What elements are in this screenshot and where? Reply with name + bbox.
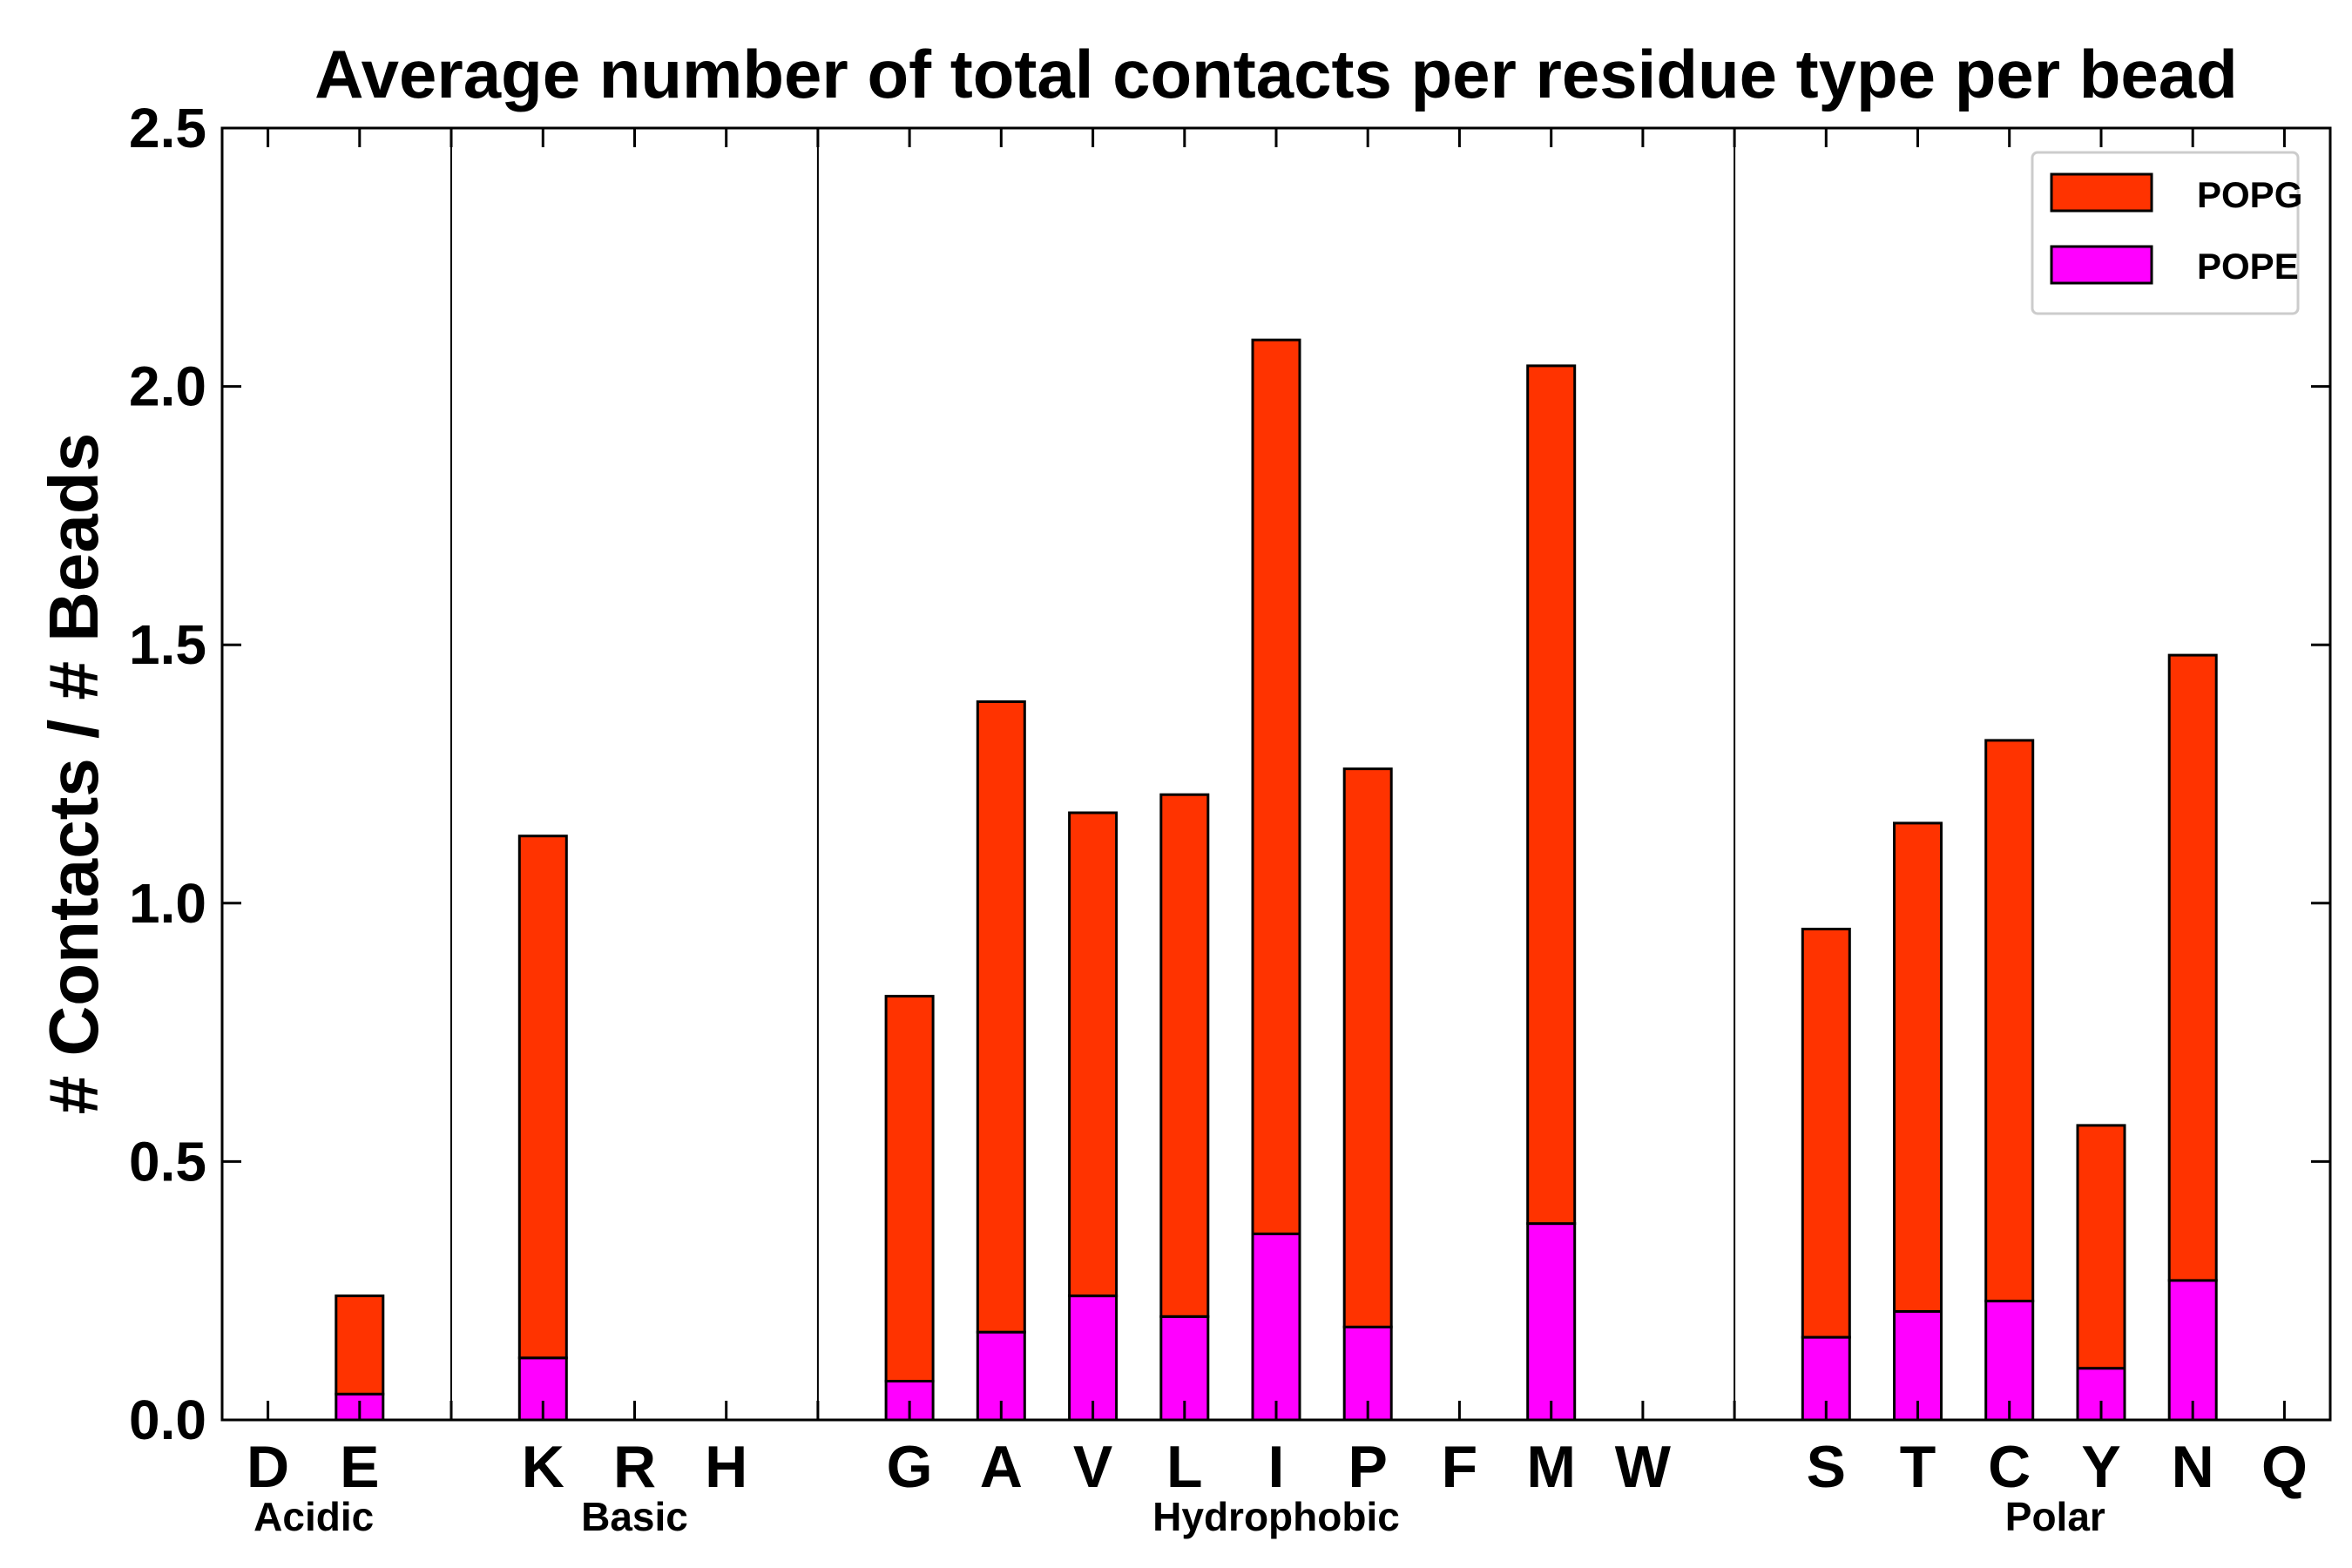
y-tick-label: 2.0 (129, 355, 206, 418)
y-tick-label: 1.5 (129, 613, 206, 676)
group-separators (450, 128, 1736, 1420)
x-tick-label-r: R (613, 1434, 656, 1500)
bar-popg-g (884, 995, 935, 1382)
legend-swatch-pope (2050, 245, 2153, 285)
x-tick-label-l: L (1166, 1434, 1203, 1500)
x-tick-label-k: K (522, 1434, 564, 1500)
x-tick-label-e: E (340, 1434, 379, 1500)
group-label-basic: Basic (581, 1494, 688, 1539)
y-tick-label: 1.0 (129, 872, 206, 935)
group-label-hydrophobic: Hydrophobic (1152, 1494, 1400, 1539)
bar-popg-c (1984, 739, 2035, 1302)
x-tick-label-h: H (705, 1434, 747, 1500)
x-tick-label-n: N (2172, 1434, 2214, 1500)
bar-popg-m (1526, 364, 1577, 1226)
x-tick-label-a: A (980, 1434, 1023, 1500)
x-tick-label-y: Y (2081, 1434, 2120, 1500)
y-tick-label: 0.5 (129, 1130, 206, 1193)
bar-pope-m (1526, 1222, 1577, 1422)
legend-swatch-popg (2050, 172, 2153, 213)
bar-popg-v (1068, 811, 1119, 1298)
legend: POPG POPE (2031, 151, 2302, 315)
y-tick-label: 2.5 (129, 97, 206, 159)
y-axis-label: # Contacts / # Beads (35, 433, 112, 1115)
x-tick-label-g: G (887, 1434, 933, 1500)
x-tick-label-w: W (1615, 1434, 1672, 1500)
bar-popg-a (976, 700, 1026, 1334)
plot-frame (220, 126, 2332, 1422)
x-tick-label-v: V (1073, 1434, 1112, 1500)
group-label-polar: Polar (2005, 1494, 2105, 1539)
bar-popg-l (1159, 793, 1210, 1318)
bar-pope-c (1984, 1300, 2035, 1422)
x-tick-label-s: S (1807, 1434, 1846, 1500)
x-tick-label-t: T (1900, 1434, 1936, 1500)
legend-label-pope: POPE (2197, 246, 2299, 287)
y-tick-labels: 0.0 0.5 1.0 1.5 2.0 2.5 (129, 97, 206, 1451)
bar-pope-i (1251, 1232, 1301, 1422)
x-tick-label-d: D (247, 1434, 289, 1500)
bars-layer (335, 338, 2218, 1422)
bar-popg-i (1251, 338, 1301, 1235)
bar-popg-t (1893, 821, 1943, 1313)
bar-popg-n (2167, 653, 2218, 1282)
bar-popg-e (335, 1294, 385, 1396)
axis-ticks (222, 126, 2330, 1422)
x-tick-label-p: P (1348, 1434, 1388, 1500)
bar-pope-n (2167, 1279, 2218, 1422)
x-tick-label-i: I (1268, 1434, 1285, 1500)
y-tick-label: 0.0 (129, 1389, 206, 1451)
x-tick-label-c: C (1988, 1434, 2031, 1500)
bar-popg-s (1801, 928, 1851, 1339)
bar-popg-y (2076, 1124, 2126, 1370)
x-tick-label-f: F (1442, 1434, 1478, 1500)
bar-popg-p (1342, 767, 1393, 1328)
x-tick-label-q: Q (2261, 1434, 2308, 1500)
group-label-acidic: Acidic (253, 1494, 374, 1539)
chart-title: Average number of total contacts per res… (314, 36, 2238, 112)
x-tick-label-m: M (1526, 1434, 1576, 1500)
legend-label-popg: POPG (2197, 174, 2302, 215)
group-labels: Acidic Basic Hydrophobic Polar (253, 1494, 2105, 1539)
bar-popg-k (517, 835, 568, 1360)
